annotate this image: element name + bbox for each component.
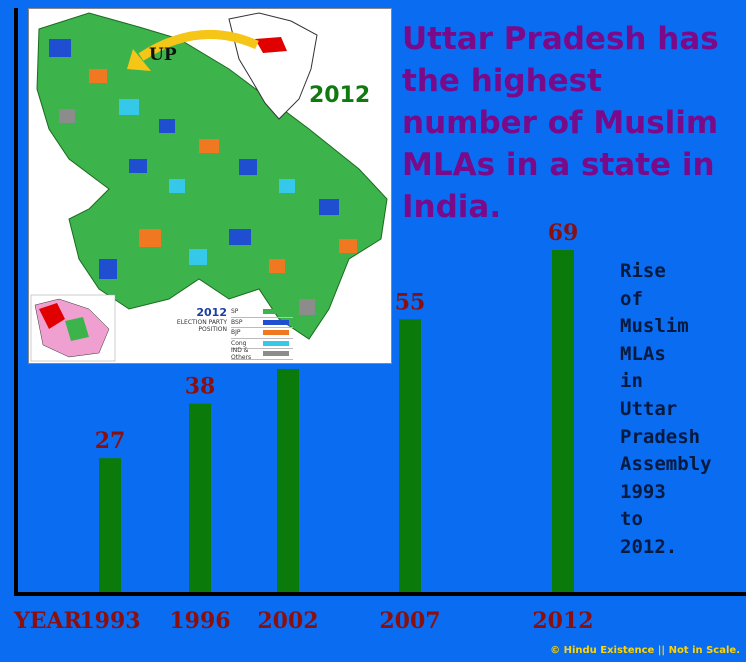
value-label-1993: 27: [95, 428, 126, 454]
tick-label-2012: 2012: [532, 608, 593, 634]
pointer-arrow-icon: [138, 29, 259, 61]
up-map-illustration: [29, 9, 391, 363]
legend-swatch: [263, 319, 289, 325]
tick-label-1996: 1996: [169, 608, 230, 634]
legend-row: Cong: [231, 339, 293, 349]
map-year-label: 2012: [309, 83, 371, 108]
value-label-1996: 38: [185, 374, 216, 400]
up-map-panel: UP 2012 2012 ELECTION PARTY POSITION SP B…: [28, 8, 392, 364]
legend-label: BSP: [231, 318, 243, 326]
up-state-shape: [36, 12, 388, 340]
up-label: UP: [149, 45, 177, 65]
legend-swatch: [263, 340, 289, 346]
legend-title: 2012 ELECTION PARTY POSITION: [171, 306, 227, 333]
legend-caption: ELECTION PARTY POSITION: [176, 319, 227, 333]
legend-label: IND & Others: [231, 346, 252, 361]
copyright-footer: © Hindu Existence || Not in Scale.: [550, 645, 740, 656]
bar-2007: [399, 319, 421, 592]
x-axis-label: YEAR: [13, 608, 83, 634]
constituency-patches: [49, 39, 357, 315]
x-tick-labels: 1993 1996 2002 2007 2012: [79, 608, 593, 634]
legend-swatch: [263, 351, 289, 357]
legend-label: SP: [231, 308, 239, 316]
up-highlight: [255, 37, 287, 53]
bar-1993: [99, 458, 121, 592]
tick-label-2007: 2007: [379, 608, 440, 634]
chart-title: Uttar Pradesh has the highest number of …: [402, 21, 719, 225]
legend-row: BSP: [231, 318, 293, 328]
tick-label-2002: 2002: [257, 608, 318, 634]
bar-1996: [189, 403, 211, 592]
legend-year: 2012: [196, 306, 227, 319]
value-label-2007: 55: [395, 289, 426, 315]
legend-swatch: [263, 330, 289, 336]
legend-row: SP: [231, 307, 293, 318]
legend-swatch: [263, 309, 289, 315]
side-annotation: Rise of Muslim MLAs in Uttar Pradesh Ass…: [620, 260, 712, 558]
legend-label: Cong: [231, 339, 247, 347]
bar-2012: [552, 250, 574, 592]
legend-rows: SP BSP BJP Cong IND & Others: [231, 307, 293, 361]
arrowhead-icon: [127, 49, 151, 71]
bar-2002: [277, 368, 299, 592]
legend-label: BJP: [231, 329, 241, 337]
legend-row: BJP: [231, 328, 293, 339]
bar-series: [99, 250, 574, 592]
legend-row: IND & Others: [231, 346, 293, 361]
tick-label-1993: 1993: [79, 608, 140, 634]
value-label-2012: 69: [548, 220, 579, 246]
